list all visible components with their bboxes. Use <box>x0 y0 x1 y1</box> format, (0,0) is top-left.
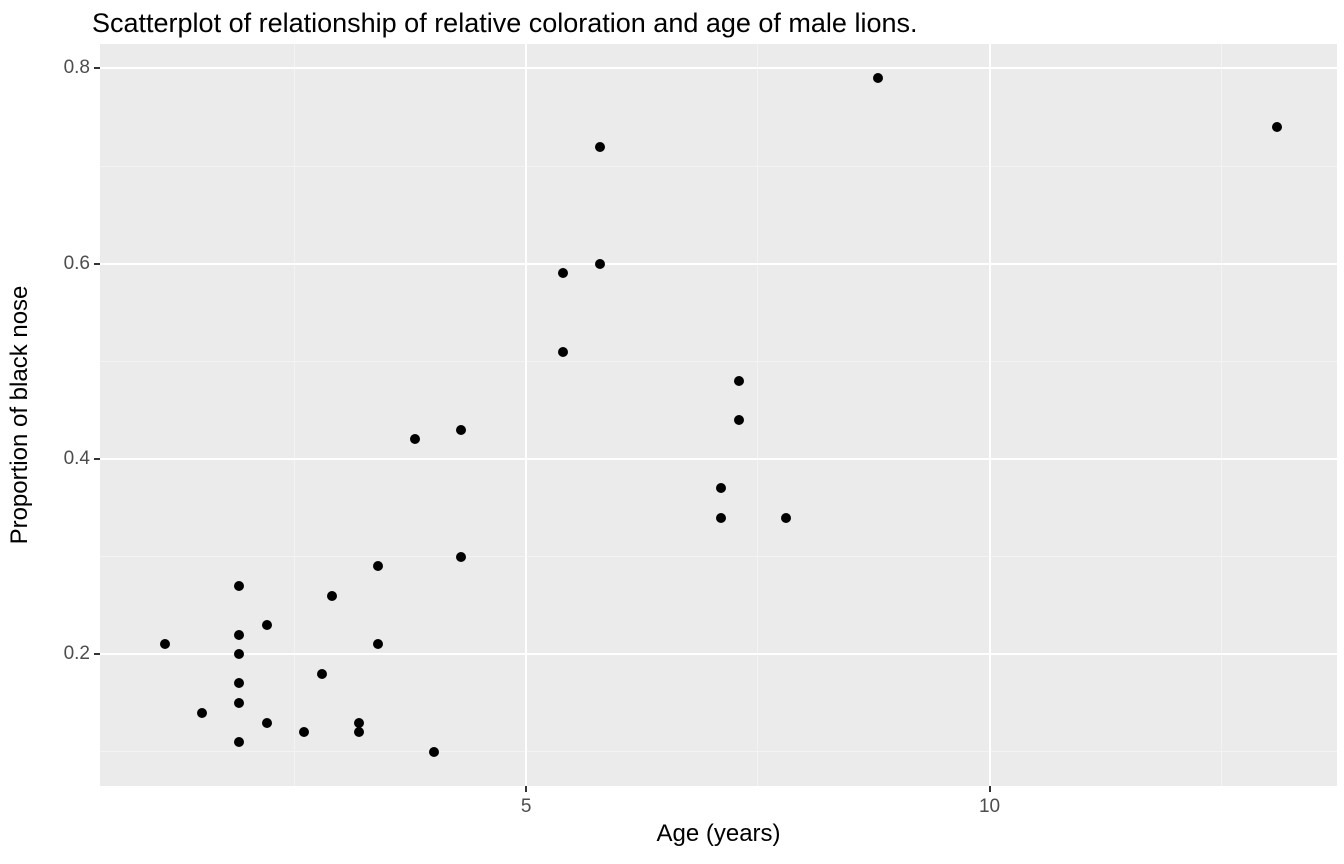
y-tick-mark <box>94 263 100 265</box>
data-point <box>558 268 568 278</box>
grid-minor-h <box>100 361 1337 362</box>
data-point <box>234 698 244 708</box>
data-point <box>160 639 170 649</box>
data-point <box>873 73 883 83</box>
data-point <box>558 347 568 357</box>
grid-major-h <box>100 67 1337 69</box>
data-point <box>1272 122 1282 132</box>
plot-panel <box>100 44 1337 786</box>
data-point <box>595 142 605 152</box>
y-tick-mark <box>94 67 100 69</box>
grid-major-h <box>100 263 1337 265</box>
scatter-chart: Scatterplot of relationship of relative … <box>0 0 1344 864</box>
data-point <box>354 718 364 728</box>
y-tick-label: 0.4 <box>64 448 90 470</box>
data-point <box>354 727 364 737</box>
data-point <box>234 630 244 640</box>
data-point <box>410 434 420 444</box>
data-point <box>781 513 791 523</box>
grid-minor-h <box>100 751 1337 752</box>
x-tick-mark <box>525 786 527 792</box>
x-tick-mark <box>989 786 991 792</box>
data-point <box>197 708 207 718</box>
data-point <box>262 620 272 630</box>
x-tick-label: 5 <box>521 796 532 818</box>
y-tick-label: 0.6 <box>64 253 90 275</box>
data-point <box>734 415 744 425</box>
data-point <box>317 669 327 679</box>
data-point <box>234 678 244 688</box>
grid-minor-h <box>100 556 1337 557</box>
data-point <box>373 639 383 649</box>
grid-minor-h <box>100 166 1337 167</box>
data-point <box>234 737 244 747</box>
data-point <box>734 376 744 386</box>
y-tick-mark <box>94 458 100 460</box>
data-point <box>234 581 244 591</box>
data-point <box>327 591 337 601</box>
grid-minor-v <box>757 44 758 786</box>
y-tick-label: 0.2 <box>64 643 90 665</box>
x-tick-label: 10 <box>979 796 1000 818</box>
y-tick-mark <box>94 653 100 655</box>
chart-title: Scatterplot of relationship of relative … <box>92 8 917 39</box>
data-point <box>299 727 309 737</box>
data-point <box>595 259 605 269</box>
grid-major-v <box>989 44 991 786</box>
data-point <box>373 561 383 571</box>
data-point <box>716 483 726 493</box>
y-tick-label: 0.8 <box>64 57 90 79</box>
grid-minor-v <box>294 44 295 786</box>
x-axis-label: Age (years) <box>656 820 780 848</box>
data-point <box>456 552 466 562</box>
data-point <box>716 513 726 523</box>
grid-major-h <box>100 653 1337 655</box>
grid-minor-v <box>1221 44 1222 786</box>
grid-major-h <box>100 458 1337 460</box>
y-axis-label: Proportion of black nose <box>6 286 34 545</box>
data-point <box>234 649 244 659</box>
grid-major-v <box>525 44 527 786</box>
data-point <box>456 425 466 435</box>
data-point <box>429 747 439 757</box>
data-point <box>262 718 272 728</box>
